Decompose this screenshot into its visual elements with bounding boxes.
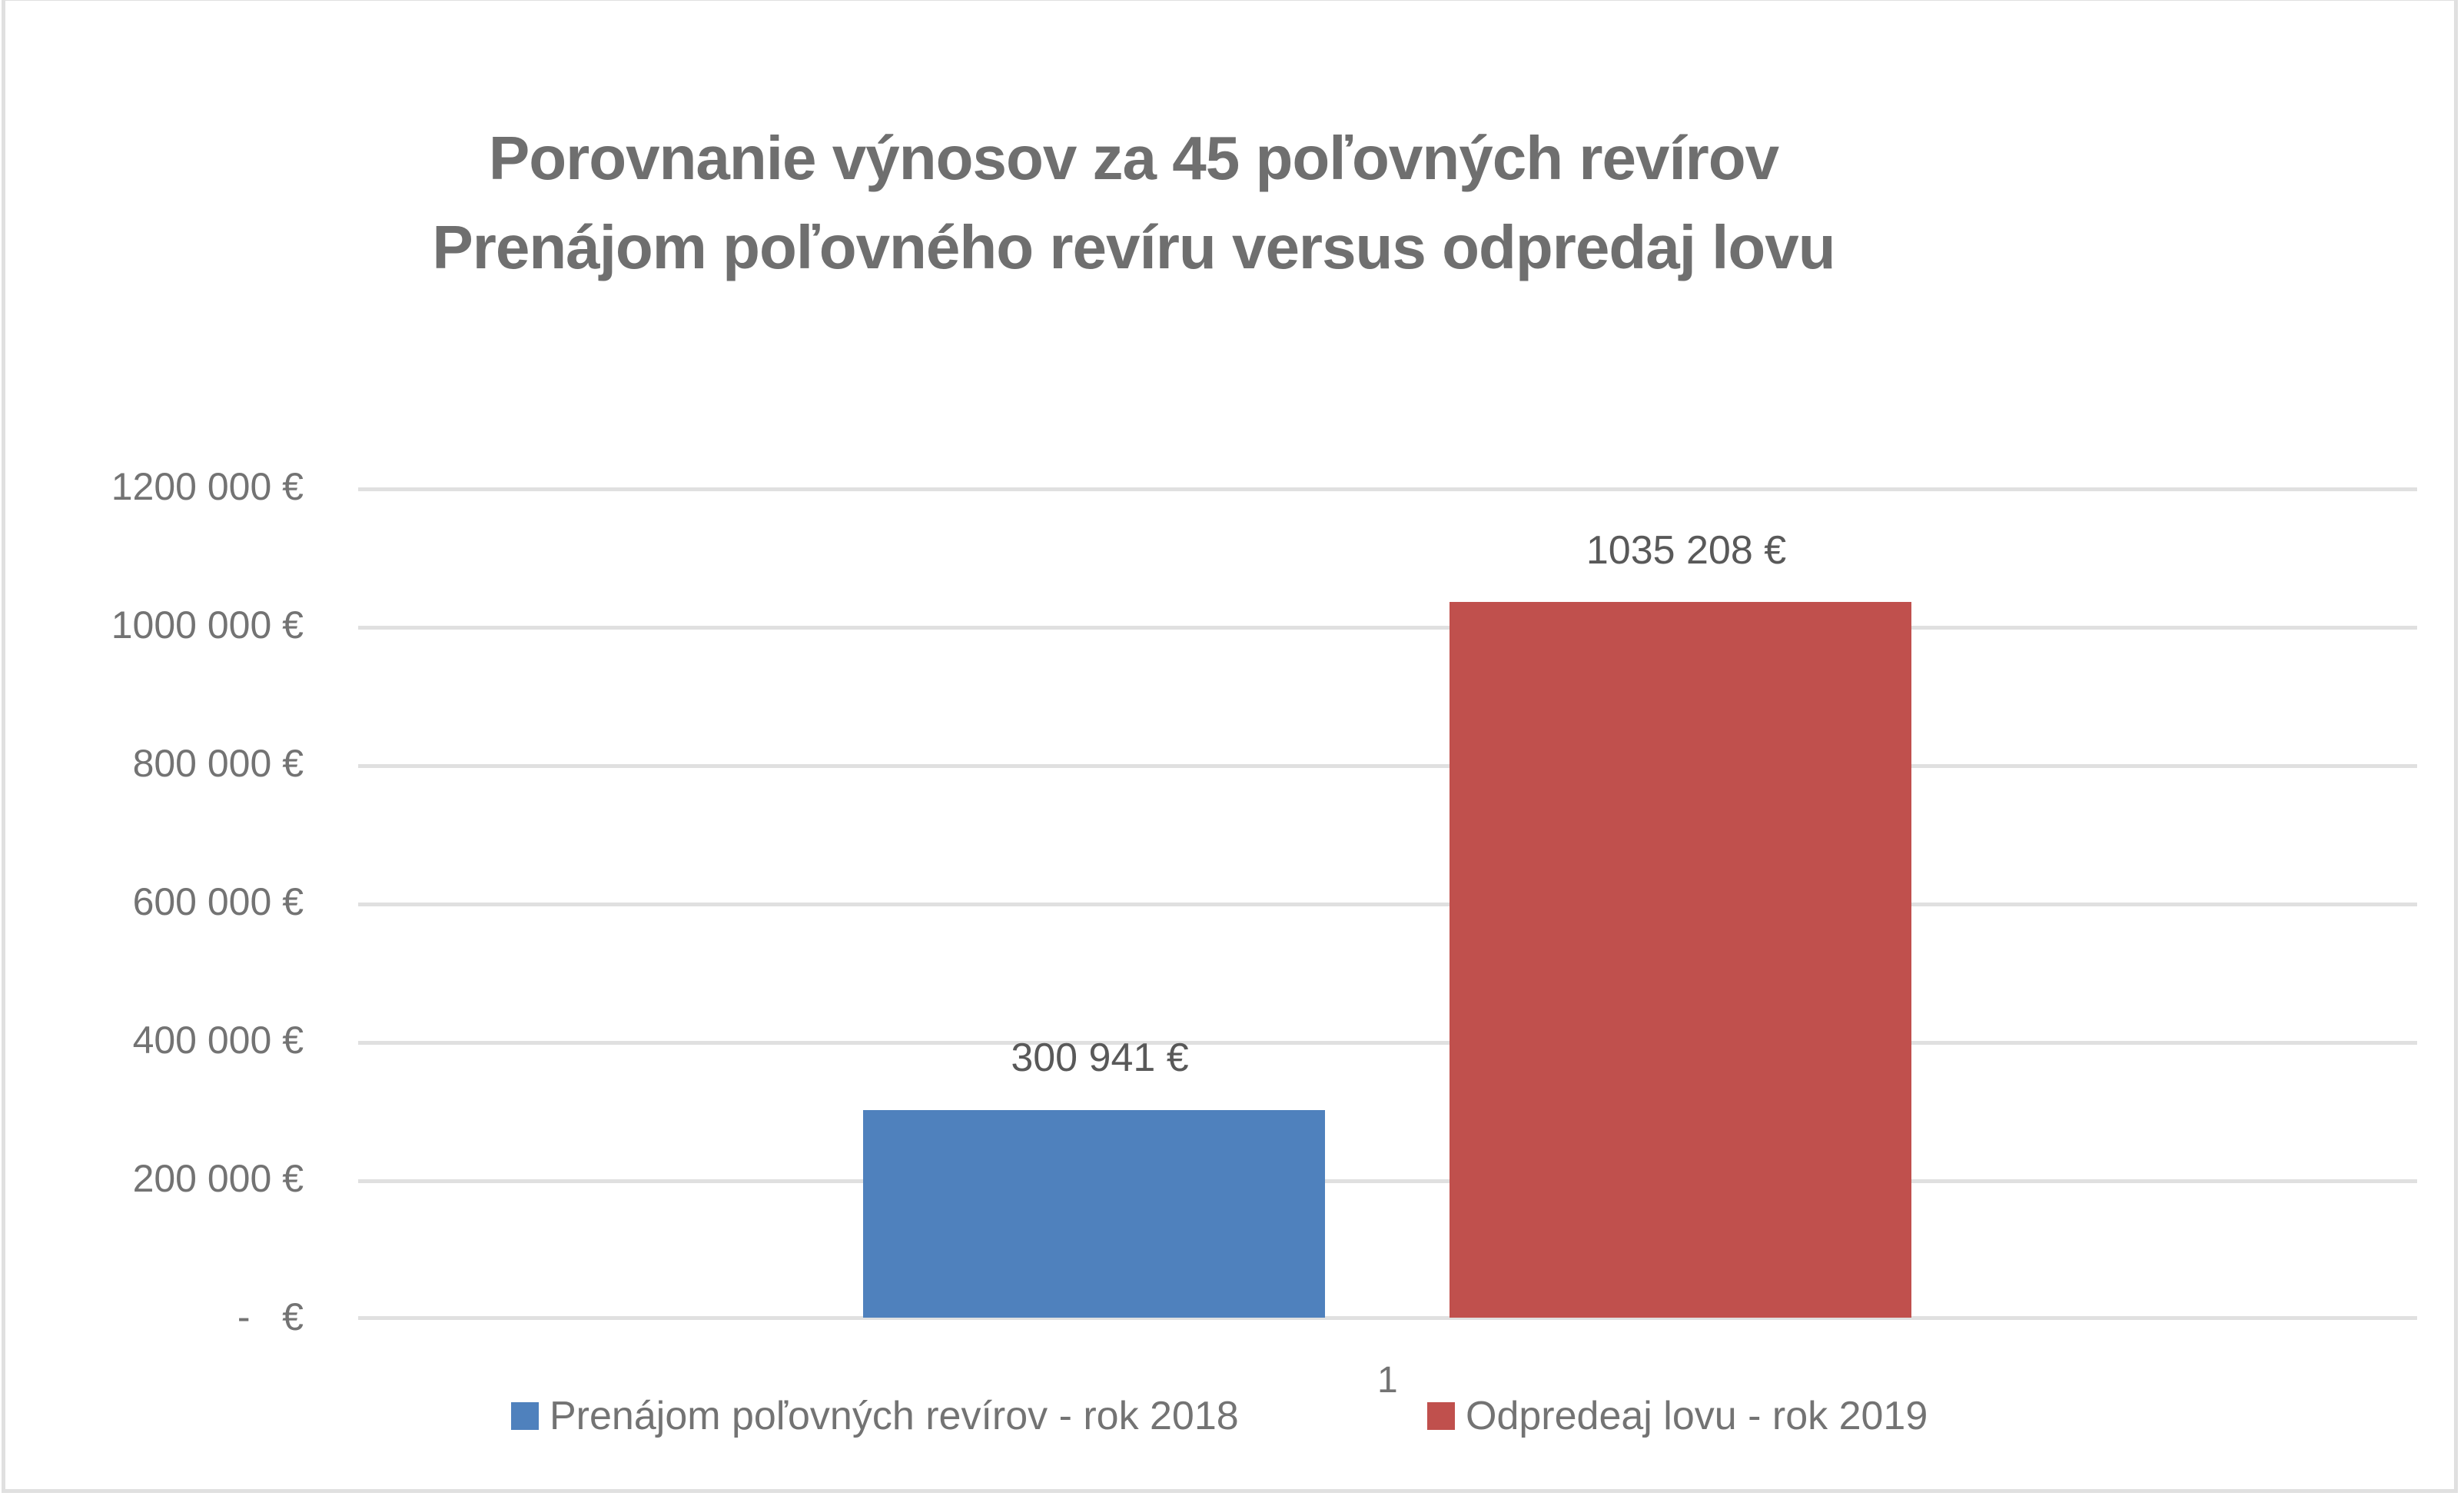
data-label-2018: 300 941 € <box>1011 1036 1189 1080</box>
legend-label: Prenájom poľovných revírov - rok 2018 <box>550 1394 1239 1438</box>
legend-item-2018[interactable]: Prenájom poľovných revírov - rok 2018 <box>511 1393 1239 1439</box>
y-tick-label: 600 000 € <box>132 880 304 923</box>
category-label: 1 <box>1377 1360 1398 1401</box>
data-label-2019: 1035 208 € <box>1586 528 1787 573</box>
y-tick-label: 1200 000 € <box>111 465 304 508</box>
bar-prenajom-2018[interactable] <box>863 1110 1325 1318</box>
bar-odpredaj-2019[interactable] <box>1450 602 1911 1318</box>
legend-swatch-blue-icon <box>511 1402 539 1430</box>
legend-item-2019[interactable]: Odpredeaj lovu - rok 2019 <box>1427 1393 1928 1439</box>
y-tick-label: 800 000 € <box>132 742 304 785</box>
gridline-zero <box>358 1316 2417 1320</box>
legend-label: Odpredeaj lovu - rok 2019 <box>1466 1394 1928 1438</box>
chart-title-line-1: Porovnanie výnosov za 45 poľovných revír… <box>488 124 1779 192</box>
gridline-1200k <box>358 487 2417 491</box>
gridline-600k <box>358 903 2417 906</box>
gridline-400k <box>358 1041 2417 1045</box>
gridline-1000k <box>358 626 2417 630</box>
y-tick-label: 200 000 € <box>132 1157 304 1200</box>
y-tick-label: 1000 000 € <box>111 603 304 647</box>
y-tick-label: 400 000 € <box>132 1019 304 1062</box>
legend-swatch-red-icon <box>1427 1402 1455 1430</box>
gridline-200k <box>358 1179 2417 1183</box>
chart-title-line-2: Prenájom poľovného revíru versus odpreda… <box>432 213 1835 281</box>
gridline-800k <box>358 764 2417 768</box>
y-tick-label: - € <box>226 1295 304 1338</box>
